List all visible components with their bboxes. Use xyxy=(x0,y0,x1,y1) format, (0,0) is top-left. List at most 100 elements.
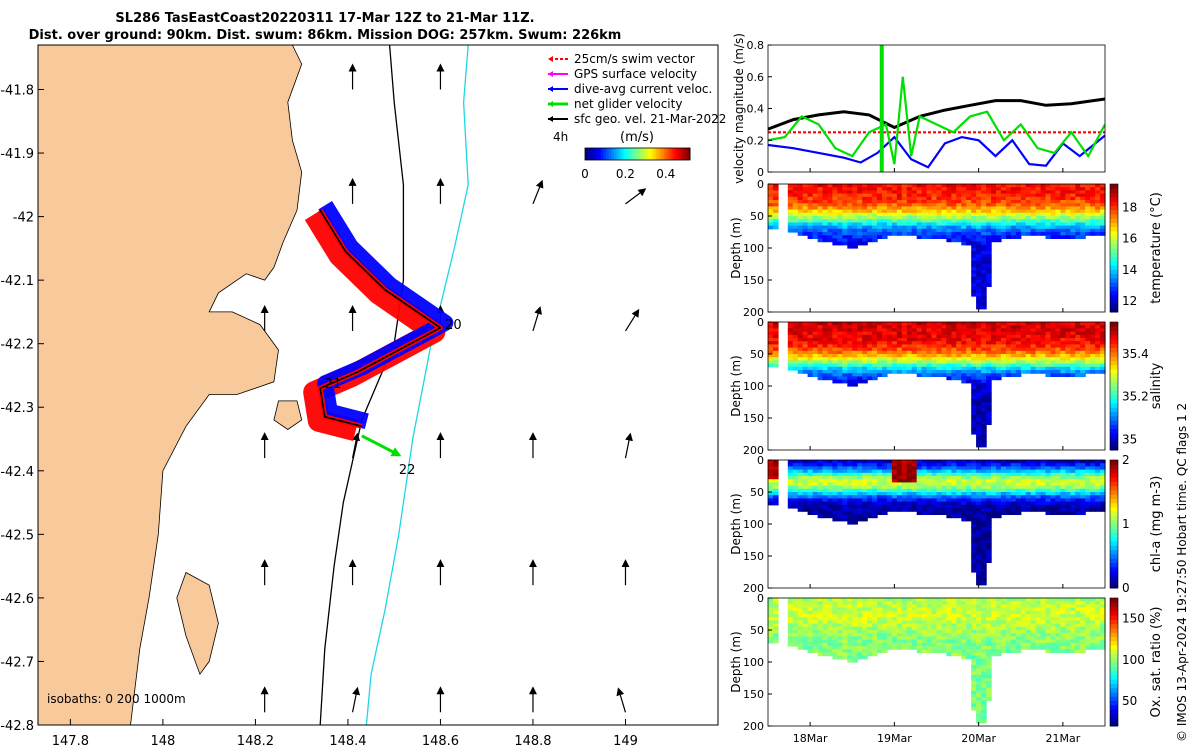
section-cell xyxy=(1030,334,1037,339)
section-colorbar-tick-label: 35.2 xyxy=(1122,390,1149,404)
section-cell xyxy=(1005,209,1012,214)
section-cell xyxy=(986,411,992,416)
section-cell xyxy=(1075,190,1081,195)
section-cell xyxy=(946,514,952,519)
section-cell xyxy=(1040,196,1047,201)
section-cell xyxy=(1015,469,1022,474)
section-cell xyxy=(906,196,913,201)
section-cell xyxy=(916,492,923,496)
section-cell xyxy=(1055,331,1061,336)
section-cell xyxy=(961,232,967,236)
section-cell xyxy=(886,492,893,496)
section-cell xyxy=(1060,347,1066,352)
section-cell xyxy=(921,501,928,506)
section-cell xyxy=(1100,492,1106,496)
section-cell xyxy=(1020,193,1027,198)
section-cell xyxy=(911,200,918,204)
section-cell xyxy=(842,376,848,381)
section-cell xyxy=(976,437,982,441)
section-cell xyxy=(817,492,824,496)
section-cell xyxy=(1100,219,1106,223)
section-cell xyxy=(807,344,814,349)
section-cell xyxy=(1015,366,1022,371)
section-cell xyxy=(1060,620,1066,625)
section-cell xyxy=(891,479,898,483)
section-cell xyxy=(961,203,967,207)
section-cell xyxy=(986,485,992,490)
section-cell xyxy=(936,360,943,365)
section-cell xyxy=(996,463,1002,467)
section-cell xyxy=(906,646,913,650)
section-cell xyxy=(1050,184,1057,188)
section-cell xyxy=(792,328,799,333)
section-cell xyxy=(901,184,908,188)
section-cell xyxy=(802,219,809,223)
section-cell xyxy=(1085,190,1091,195)
section-colorbar-cell xyxy=(1110,428,1118,434)
section-colorbar-cell xyxy=(1110,381,1118,387)
section-cell xyxy=(872,350,878,355)
section-cell xyxy=(1020,366,1027,371)
section-cell xyxy=(847,630,853,634)
section-cell xyxy=(1005,357,1012,361)
section-cell xyxy=(787,328,794,333)
section-cell xyxy=(852,328,858,333)
section-cell xyxy=(976,286,982,291)
section-cell xyxy=(812,508,819,512)
section-cell xyxy=(1050,344,1057,349)
section-cell xyxy=(886,508,893,512)
section-cell xyxy=(787,334,794,339)
section-cell xyxy=(966,360,972,365)
section-cell xyxy=(1020,642,1027,647)
section-cell xyxy=(986,530,992,535)
section-cell xyxy=(886,623,893,628)
section-cell xyxy=(857,325,863,329)
section-cell xyxy=(852,655,858,660)
section-cell xyxy=(941,357,948,361)
section-cell xyxy=(1060,370,1066,374)
section-cell xyxy=(991,607,997,612)
section-cell xyxy=(906,366,913,371)
section-cell xyxy=(996,209,1002,214)
section-colorbar-label: chl-a (mg m-3) xyxy=(1149,476,1164,573)
section-cell xyxy=(1015,363,1022,368)
section-cell xyxy=(1055,357,1061,361)
section-cell xyxy=(857,649,863,653)
section-cell xyxy=(812,504,819,509)
section-cell xyxy=(797,642,804,647)
section-cell xyxy=(792,488,799,493)
section-cell xyxy=(852,466,858,471)
section-cell xyxy=(926,228,933,233)
section-cell xyxy=(986,533,992,538)
section-cell xyxy=(996,341,1002,345)
colorbar-cell xyxy=(603,148,607,160)
sfc-geo-velocity-arrow xyxy=(616,687,627,713)
section-cell xyxy=(976,620,982,625)
section-cell xyxy=(891,193,898,198)
section-cell xyxy=(956,610,962,615)
section-cell xyxy=(961,604,967,609)
section-cell xyxy=(891,488,898,493)
section-cell xyxy=(1045,209,1052,214)
section-cell xyxy=(832,495,838,499)
section-cell xyxy=(812,639,819,644)
section-cell xyxy=(946,610,952,615)
section-cell xyxy=(787,366,794,371)
section-cell xyxy=(822,479,829,483)
section-cell xyxy=(807,219,814,223)
section-cell xyxy=(822,636,829,641)
section-cell xyxy=(966,488,972,493)
section-cell xyxy=(1050,219,1057,223)
section-cell xyxy=(971,248,977,252)
section-cell xyxy=(966,370,972,374)
section-cell xyxy=(822,376,829,381)
section-cell xyxy=(996,373,1002,377)
section-cell xyxy=(936,331,943,336)
section-cell xyxy=(1050,363,1057,368)
section-cell xyxy=(1035,354,1042,358)
section-cell xyxy=(926,190,933,195)
section-cell xyxy=(976,302,982,307)
section-cell xyxy=(961,238,967,243)
section-cell xyxy=(956,235,962,239)
section-cell xyxy=(792,495,799,499)
